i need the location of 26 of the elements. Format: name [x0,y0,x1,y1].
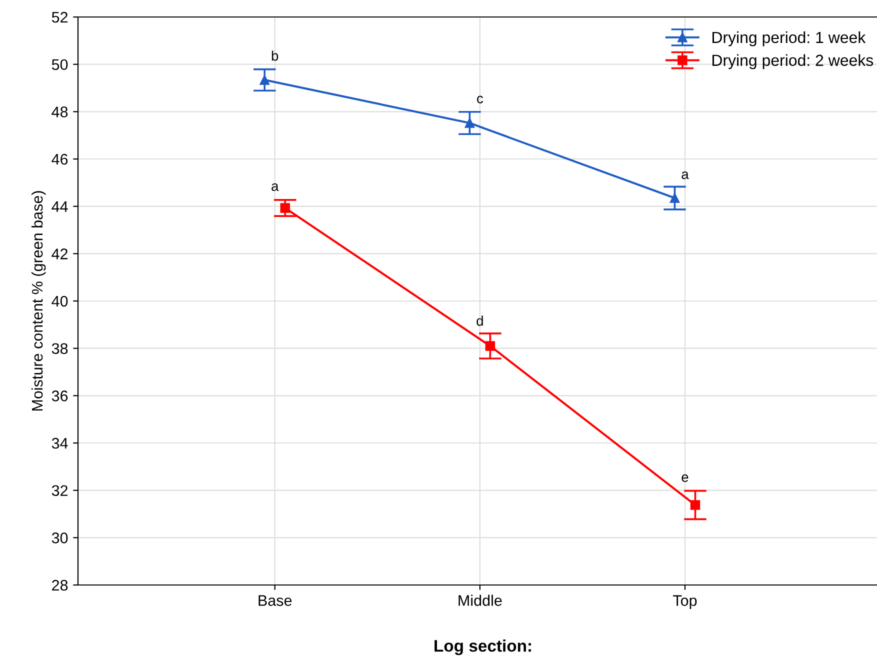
y-tick-label: 44 [52,201,68,212]
x-axis-title: Log section: [434,640,531,656]
x-tick-label: Middle [458,594,502,606]
annotation: c [477,96,484,104]
y-tick-label: 36 [52,390,68,402]
y-tick-label: 50 [52,59,68,70]
y-tick-label: 34 [52,438,68,449]
y-tick-label: 40 [52,296,68,307]
y-tick-label: 52 [52,12,68,23]
x-tick-label: Base [258,595,292,606]
legend-label: Drying period: 1 week [712,31,866,46]
y-axis-title: Moisture content % (green base) [31,191,46,411]
annotation: e [682,474,688,482]
y-tick-label: 38 [52,343,68,354]
y-tick-label: 32 [52,485,68,496]
y-tick-label: 46 [52,154,68,165]
legend-label: Drying period: 2 weeks [712,54,874,70]
annotation: b [272,50,278,61]
y-tick-label: 42 [52,248,68,260]
y-tick-label: 30 [52,532,68,544]
y-tick-label: 28 [52,580,68,591]
y-tick-label: 48 [52,106,68,118]
annotation: d [476,316,483,326]
annotation: a [682,171,689,180]
x-tick-label: Top [673,595,697,609]
annotation: a [272,183,279,191]
